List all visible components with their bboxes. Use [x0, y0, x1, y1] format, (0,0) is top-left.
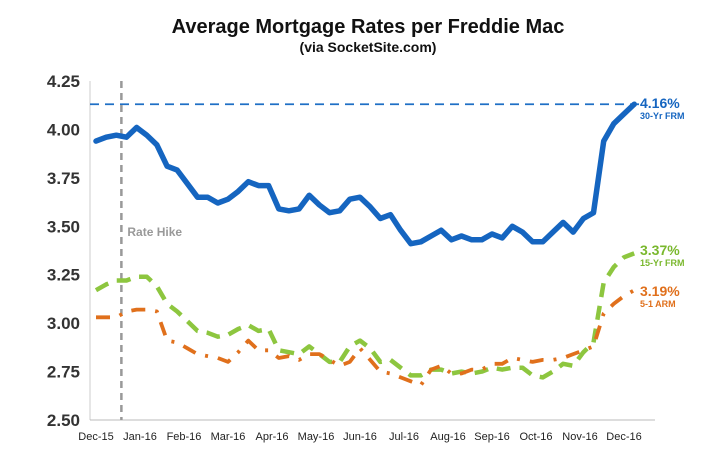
rate-hike-label: Rate Hike [127, 225, 182, 239]
x-tick-label: Aug-16 [430, 431, 465, 443]
end-label-arm-name: 5-1 ARM [640, 299, 676, 309]
chart-title: Average Mortgage Rates per Freddie Mac [172, 16, 565, 38]
series-line-15yr-frm [94, 251, 636, 380]
x-tick-label: Mar-16 [211, 431, 246, 443]
x-tick-label: May-16 [298, 431, 335, 443]
x-tick-label: Feb-16 [167, 431, 202, 443]
y-tick-label: 3.00 [47, 314, 80, 333]
x-tick-label: Jul-16 [389, 431, 419, 443]
series-line-5-1-arm [96, 288, 636, 387]
end-label-15yr-name: 15-Yr FRM [640, 258, 685, 268]
x-tick-label: Jun-16 [343, 431, 377, 443]
x-tick-labels: Dec-15 Jan-16 Feb-16 Mar-16 Apr-16 May-16 Jun-… [78, 431, 641, 443]
y-tick-label: 3.25 [47, 266, 80, 285]
chart-subtitle: (via SocketSite.com) [300, 39, 437, 55]
y-tick-label: 2.75 [47, 363, 80, 382]
x-tick-label: Dec-16 [606, 431, 641, 443]
y-tick-label: 2.50 [47, 411, 80, 430]
x-tick-label: Nov-16 [562, 431, 597, 443]
x-tick-label: Apr-16 [255, 431, 288, 443]
y-tick-labels: 2.50 2.75 3.00 3.25 3.50 3.75 4.00 4.25 [47, 72, 80, 430]
x-tick-label: Oct-16 [519, 431, 552, 443]
y-tick-label: 3.75 [47, 169, 80, 188]
series-line-30yr-frm [93, 101, 637, 247]
end-label-15yr-value: 3.37% [640, 242, 680, 258]
y-tick-label: 4.00 [47, 120, 80, 139]
end-label-arm-value: 3.19% [640, 283, 680, 299]
y-tick-label: 3.50 [47, 217, 80, 236]
end-label-30yr-name: 30-Yr FRM [640, 111, 685, 121]
x-tick-label: Dec-15 [78, 431, 113, 443]
y-tick-label: 4.25 [47, 72, 80, 91]
x-tick-label: Sep-16 [474, 431, 509, 443]
x-tick-label: Jan-16 [123, 431, 157, 443]
end-label-30yr-value: 4.16% [640, 95, 680, 111]
